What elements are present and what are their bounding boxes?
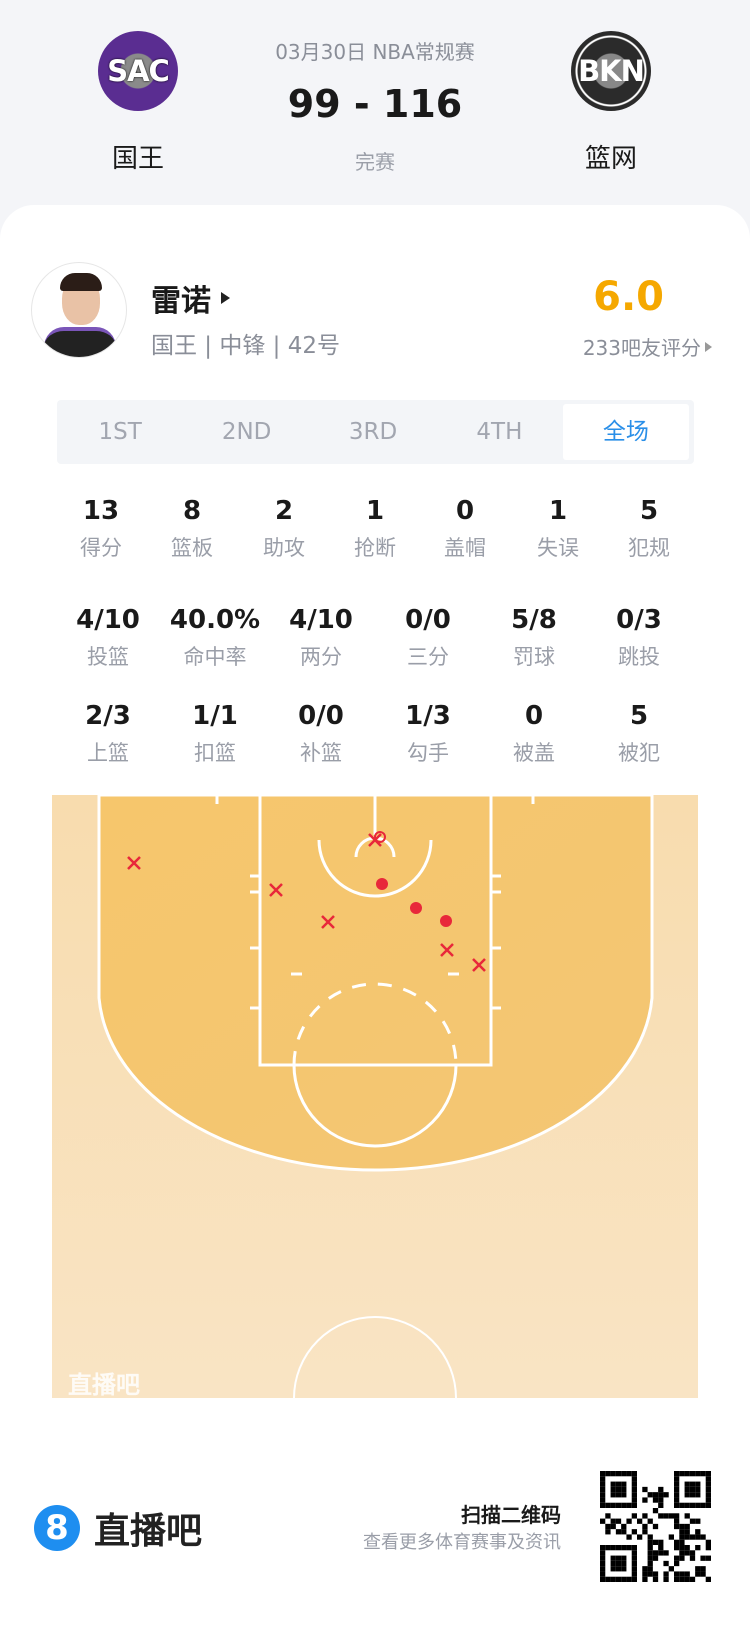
- court-lines: [215, 795, 535, 1398]
- watermark: 直播吧: [68, 1371, 140, 1398]
- stat-item: 0 被盖: [479, 701, 589, 767]
- stat-value: 5: [629, 701, 649, 731]
- missed-shot-marker: [321, 915, 335, 929]
- game-score: 99 - 116: [287, 82, 463, 126]
- stat-label: 抢断: [354, 536, 396, 560]
- shot-chart: 直播吧: [52, 795, 698, 1398]
- stat-label: 失误: [537, 536, 579, 560]
- period-tabs: 1ST 2ND 3RD 4TH 全场: [57, 400, 694, 464]
- stat-label: 罚球: [513, 645, 555, 669]
- stat-item: 0/0 三分: [373, 605, 483, 671]
- stat-label: 投篮: [87, 645, 129, 669]
- stat-label: 三分: [407, 645, 449, 669]
- made-shot-marker: [440, 915, 452, 927]
- stat-value: 1/3: [405, 701, 451, 731]
- stat-value: 1/1: [192, 701, 238, 731]
- stat-label: 扣篮: [194, 741, 236, 765]
- player-info: 国王 | 中锋 | 42号: [151, 333, 341, 359]
- stat-value: 2: [274, 496, 294, 526]
- three-point-area: [97, 795, 654, 1172]
- made-shot-marker: [376, 878, 388, 890]
- brand-logo: 8 直播吧: [34, 1502, 202, 1554]
- stat-value: 1: [365, 496, 385, 526]
- stat-value: 4/10: [76, 605, 140, 635]
- stat-value: 5/8: [511, 605, 557, 635]
- stat-label: 上篮: [87, 741, 129, 765]
- qr-code[interactable]: [600, 1471, 711, 1582]
- stat-item: 5/8 罚球: [479, 605, 589, 671]
- player-avatar[interactable]: [31, 262, 127, 358]
- stat-value: 40.0%: [169, 605, 261, 635]
- stat-label: 勾手: [407, 741, 449, 765]
- stat-item: 8 篮板: [137, 496, 247, 562]
- player-rating: 6.0: [593, 274, 664, 320]
- caret-right-icon: [705, 341, 712, 352]
- stat-label: 篮板: [171, 536, 213, 560]
- stat-value: 0/3: [616, 605, 662, 635]
- stat-item: 4/10 两分: [266, 605, 376, 671]
- stat-label: 犯规: [628, 536, 670, 560]
- game-status: 完赛: [355, 150, 395, 174]
- stat-value: 13: [82, 496, 120, 526]
- rating-count-link[interactable]: 233吧友评分: [583, 332, 712, 361]
- stat-item: 5 犯规: [594, 496, 704, 562]
- stat-value: 4/10: [289, 605, 353, 635]
- stat-item: 0/3 跳投: [584, 605, 694, 671]
- stat-item: 1/1 扣篮: [160, 701, 270, 767]
- stat-label: 命中率: [183, 645, 247, 669]
- stat-item: 4/10 投篮: [53, 605, 163, 671]
- missed-shot-marker: [472, 958, 486, 972]
- stat-item: 40.0% 命中率: [160, 605, 270, 671]
- missed-shot-marker: [269, 883, 283, 897]
- stat-item: 2/3 上篮: [53, 701, 163, 767]
- scan-subtitle: 查看更多体育赛事及资讯: [363, 1532, 561, 1553]
- stat-item: 1 抢断: [320, 496, 430, 562]
- brand-8-icon: 8: [34, 1505, 80, 1551]
- stat-label: 被犯: [618, 741, 660, 765]
- stat-item: 1/3 勾手: [373, 701, 483, 767]
- stat-label: 助攻: [263, 536, 305, 560]
- stat-label: 两分: [300, 645, 342, 669]
- stat-value: 0/0: [405, 605, 451, 635]
- caret-right-icon: [221, 292, 230, 304]
- missed-shot-marker: [127, 856, 141, 870]
- stat-item: 0 盖帽: [410, 496, 520, 562]
- stat-item: 2 助攻: [229, 496, 339, 562]
- stat-label: 盖帽: [444, 536, 486, 560]
- home-team-logo[interactable]: SAC: [98, 31, 178, 111]
- player-name-link[interactable]: 雷诺: [151, 276, 230, 320]
- brand-name: 直播吧: [94, 1511, 203, 1552]
- stat-value: 2/3: [85, 701, 131, 731]
- tab-full-game[interactable]: 全场: [562, 404, 690, 460]
- stat-label: 跳投: [618, 645, 660, 669]
- tab-4th[interactable]: 4TH: [476, 419, 523, 445]
- stat-value: 0/0: [298, 701, 344, 731]
- made-shot-marker: [374, 831, 386, 843]
- away-team-name: 篮网: [584, 144, 637, 174]
- stat-label: 得分: [80, 536, 122, 560]
- away-team-logo[interactable]: BKN: [571, 31, 651, 111]
- stat-value: 8: [182, 496, 202, 526]
- scan-title: 扫描二维码: [461, 1503, 561, 1527]
- stat-value: 0: [455, 496, 475, 526]
- stat-item: 0/0 补篮: [266, 701, 376, 767]
- made-shot-marker: [410, 902, 422, 914]
- stat-label: 补篮: [300, 741, 342, 765]
- missed-shot-marker: [440, 943, 454, 957]
- tab-1st[interactable]: 1ST: [98, 419, 142, 445]
- stat-item: 13 得分: [46, 496, 156, 562]
- stat-value: 5: [639, 496, 659, 526]
- stat-value: 1: [548, 496, 568, 526]
- home-team-name: 国王: [111, 144, 164, 174]
- stat-value: 0: [524, 701, 544, 731]
- stat-label: 被盖: [513, 741, 555, 765]
- tab-3rd[interactable]: 3RD: [348, 419, 398, 445]
- player-name: 雷诺: [151, 284, 211, 319]
- tab-2nd[interactable]: 2ND: [221, 419, 272, 445]
- stat-item: 5 被犯: [584, 701, 694, 767]
- stat-item: 1 失误: [503, 496, 613, 562]
- game-date-league: 03月30日 NBA常规赛: [275, 40, 475, 64]
